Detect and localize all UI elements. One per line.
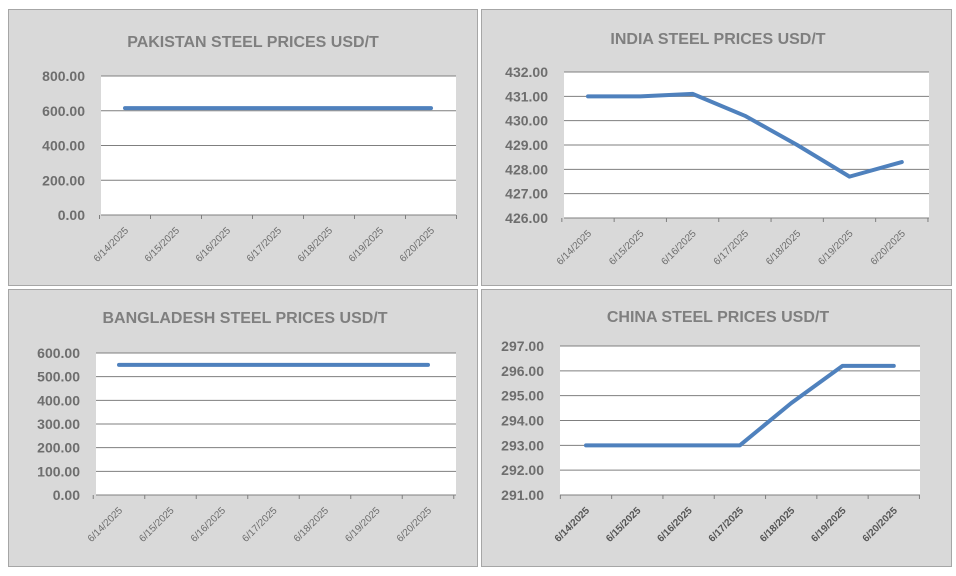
y-tick-label: 200.00 [42, 172, 85, 188]
x-tick-label: 6/15/2025 [607, 228, 647, 268]
chart-title: CHINA STEEL PRICES USD/T [607, 309, 829, 326]
x-tick-label: 6/16/2025 [655, 505, 695, 545]
y-tick-label: 295.00 [501, 388, 544, 404]
x-tick-label: 6/17/2025 [707, 505, 747, 545]
series-line [584, 363, 896, 448]
chart-title: PAKISTAN STEEL PRICES USD/T [127, 34, 379, 51]
x-tick-label: 6/18/2025 [296, 225, 336, 265]
x-tick-label: 6/20/2025 [861, 505, 901, 545]
y-tick-label: 432.00 [505, 64, 548, 80]
pakistan-chart: PAKISTAN STEEL PRICES USD/T 0.00 200.00 400… [42, 34, 457, 265]
x-tick-label: 6/16/2025 [189, 505, 229, 545]
y-tick-label: 200.00 [37, 440, 80, 456]
pakistan-chart-panel: PAKISTAN STEEL PRICES USD/T 0.00 200.00 400… [8, 9, 478, 286]
chart-title: BANGLADESH STEEL PRICES USD/T [102, 310, 387, 327]
y-tick-label: 427.00 [505, 186, 548, 202]
x-tick-label: 6/20/2025 [398, 225, 438, 265]
x-tick-label: 6/19/2025 [816, 228, 856, 268]
x-tick-label: 6/16/2025 [659, 228, 699, 268]
y-tick-label: 300.00 [37, 416, 80, 432]
bangladesh-chart-panel: BANGLADESH STEEL PRICES USD/T 0.00 100.00 2… [8, 289, 478, 567]
x-tick-label: 6/14/2025 [92, 225, 132, 265]
y-tick-label: 500.00 [37, 369, 80, 385]
y-tick-label: 431.00 [505, 88, 548, 104]
x-tick-label: 6/20/2025 [395, 505, 435, 545]
y-tick-label: 428.00 [505, 161, 548, 177]
bangladesh-chart: BANGLADESH STEEL PRICES USD/T 0.00 100.00 2… [37, 310, 456, 545]
y-tick-label: 429.00 [505, 137, 548, 153]
y-tick-label: 292.00 [501, 462, 544, 478]
x-tick-label: 6/17/2025 [245, 225, 285, 265]
y-tick-label: 600.00 [42, 103, 85, 119]
x-tick-label: 6/19/2025 [343, 505, 383, 545]
x-tick-label: 6/20/2025 [869, 228, 909, 268]
x-tick-label: 6/17/2025 [712, 228, 752, 268]
y-tick-label: 291.00 [501, 487, 544, 503]
x-tick-label: 6/15/2025 [137, 505, 177, 545]
y-tick-label: 600.00 [37, 345, 80, 361]
y-tick-label: 800.00 [42, 68, 85, 84]
y-tick-label: 400.00 [37, 392, 80, 408]
china-chart: CHINA STEEL PRICES USD/T 291.00 292.00 293.… [501, 309, 920, 545]
y-tick-label: 296.00 [501, 363, 544, 379]
x-tick-label: 6/19/2025 [809, 505, 849, 545]
x-tick-label: 6/14/2025 [86, 505, 126, 545]
x-tick-label: 6/18/2025 [764, 228, 804, 268]
y-tick-label: 100.00 [37, 463, 80, 479]
y-tick-label: 297.00 [501, 338, 544, 354]
x-tick-label: 6/14/2025 [555, 228, 595, 268]
series-line [586, 91, 904, 179]
y-tick-label: 430.00 [505, 113, 548, 129]
y-tick-label: 293.00 [501, 437, 544, 453]
x-tick-label: 6/14/2025 [553, 505, 593, 545]
india-chart: INDIA STEEL PRICES USD/T 426.00 427.00 428.… [505, 31, 929, 268]
india-chart-panel: INDIA STEEL PRICES USD/T 426.00 427.00 428.… [481, 9, 952, 286]
y-tick-label: 426.00 [505, 210, 548, 226]
x-tick-label: 6/15/2025 [143, 225, 183, 265]
x-tick-label: 6/15/2025 [604, 505, 644, 545]
x-tick-label: 6/17/2025 [240, 505, 280, 545]
x-tick-label: 6/18/2025 [758, 505, 798, 545]
chart-title: INDIA STEEL PRICES USD/T [610, 31, 825, 48]
y-tick-label: 400.00 [42, 138, 85, 154]
y-tick-label: 294.00 [501, 413, 544, 429]
china-chart-panel: CHINA STEEL PRICES USD/T 291.00 292.00 293.… [481, 289, 952, 567]
x-tick-label: 6/18/2025 [292, 505, 332, 545]
y-tick-label: 0.00 [53, 487, 80, 503]
y-tick-label: 0.00 [58, 207, 85, 223]
x-tick-label: 6/19/2025 [347, 225, 387, 265]
x-tick-label: 6/16/2025 [194, 225, 234, 265]
